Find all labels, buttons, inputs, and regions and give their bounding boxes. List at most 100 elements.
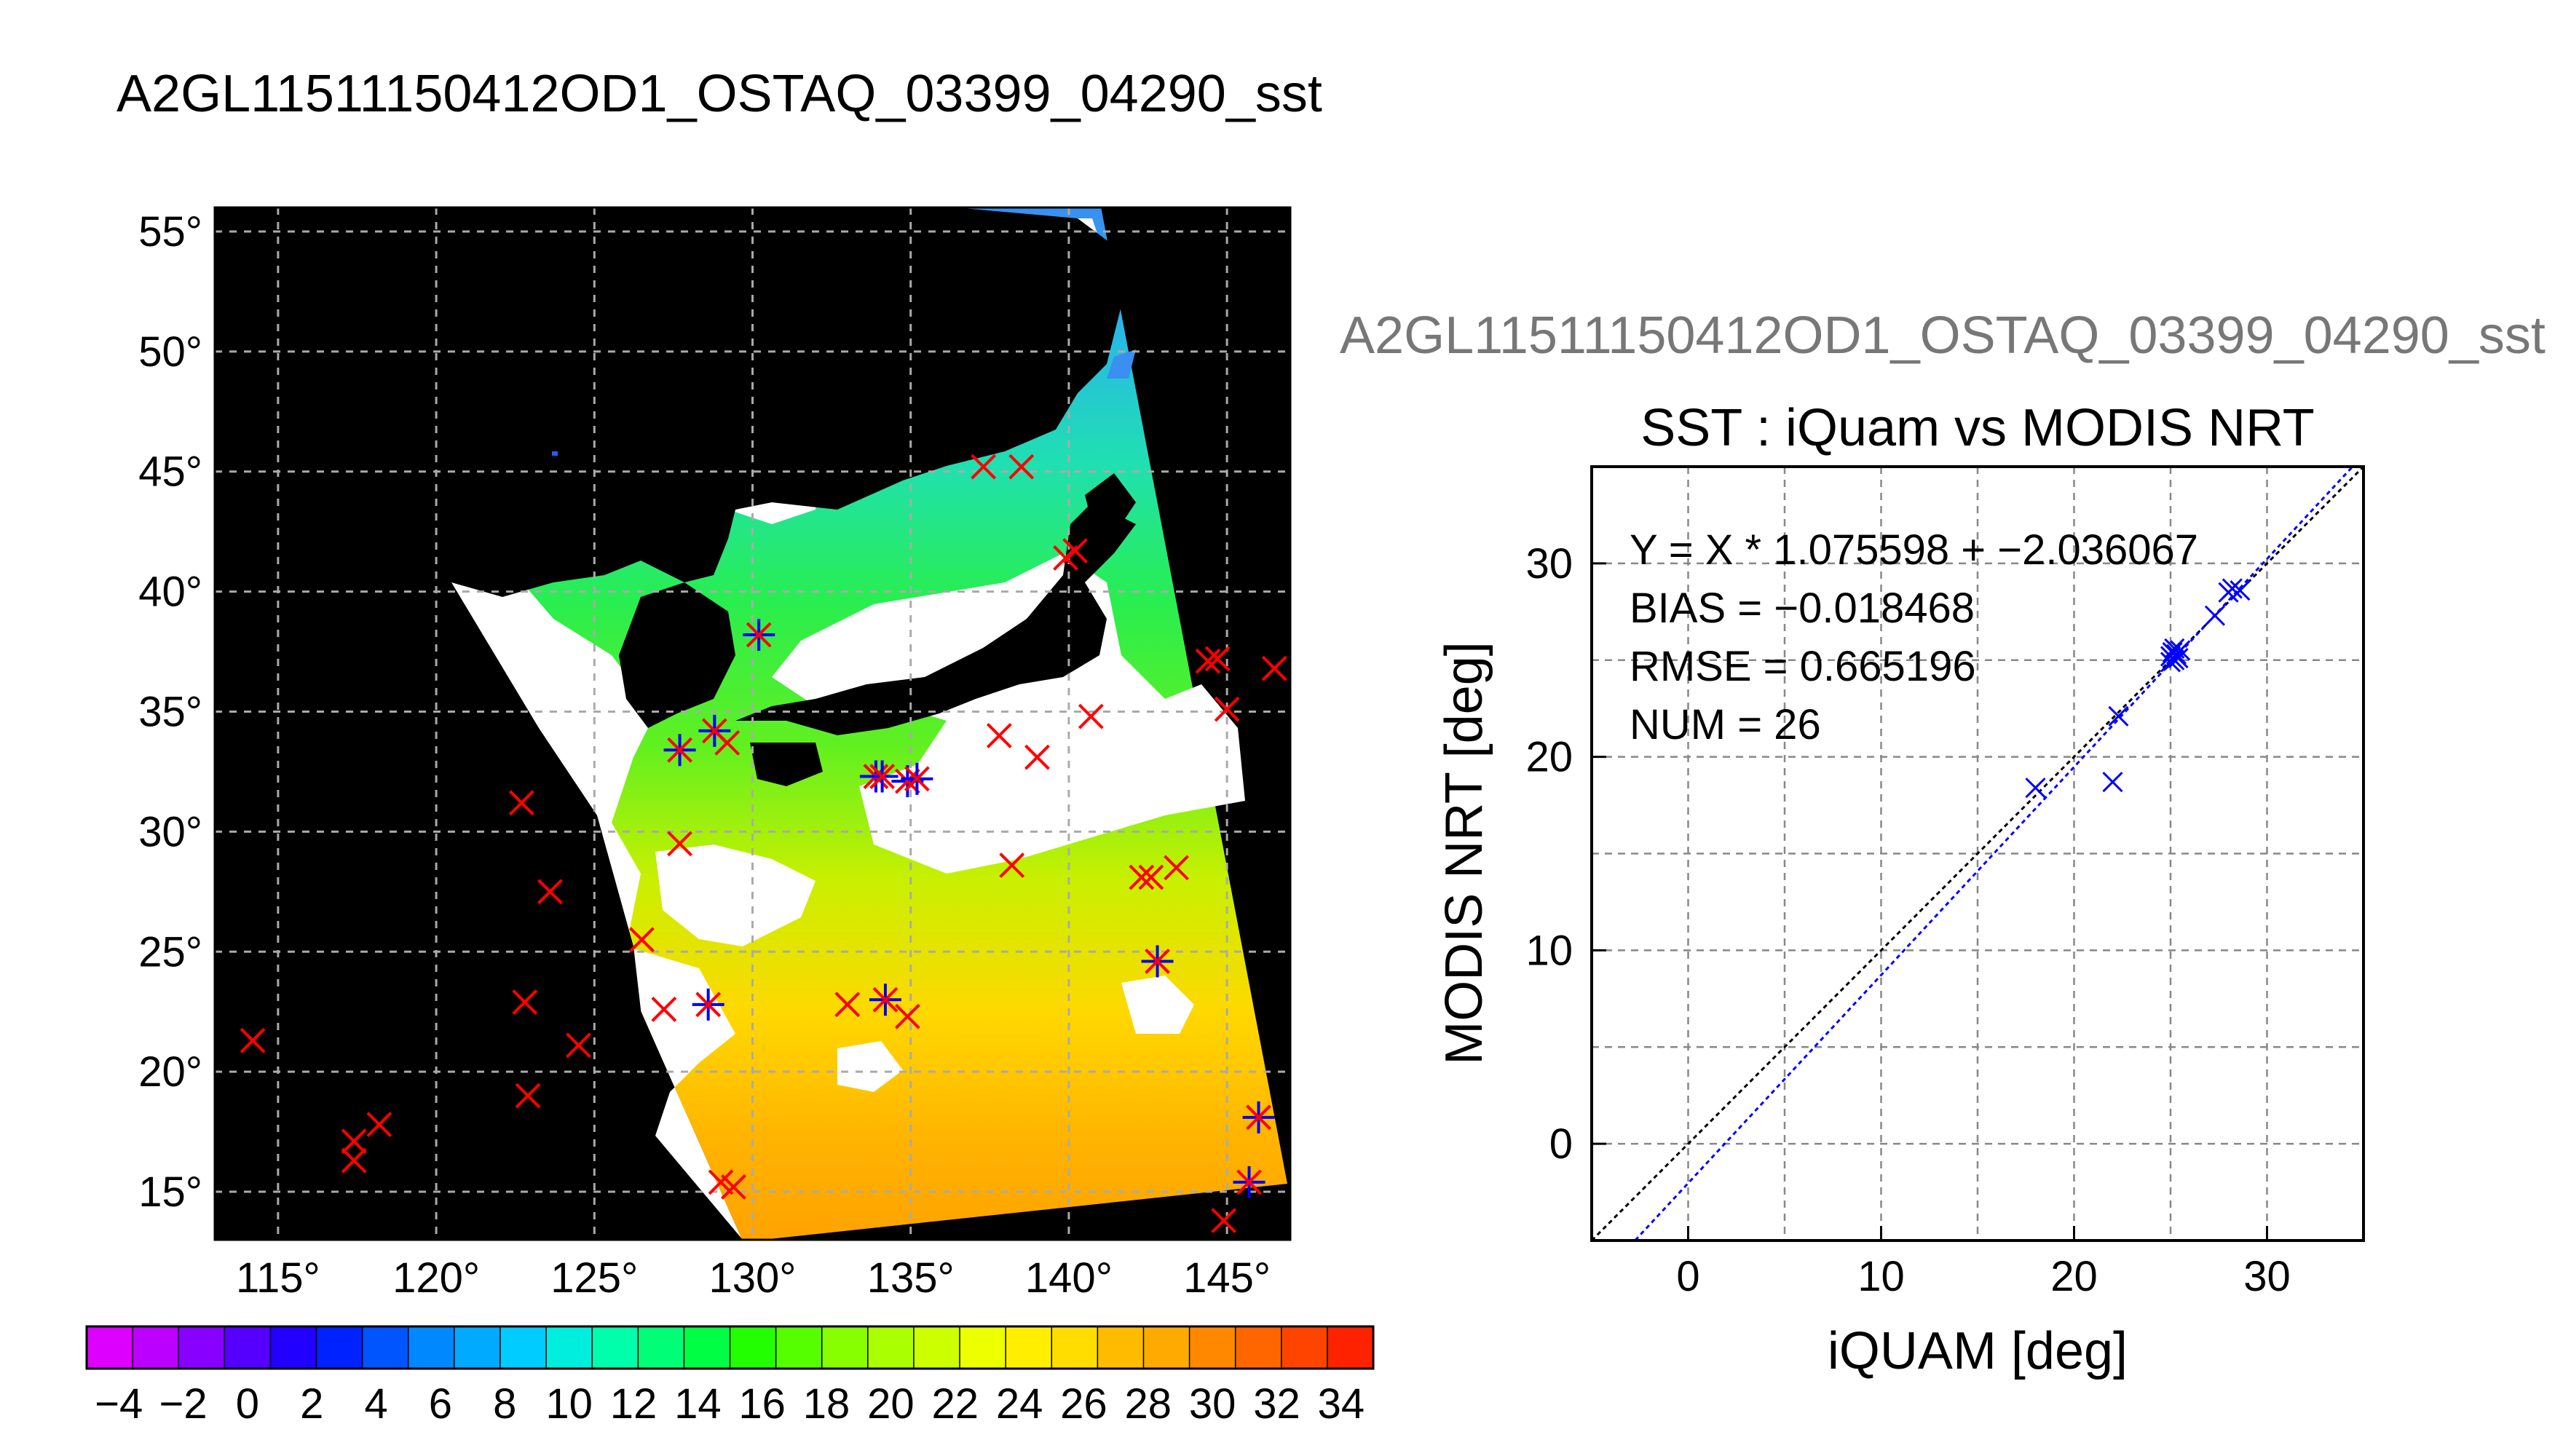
lat-tick-label: 55° <box>138 208 202 256</box>
lon-tick-label: 135° <box>867 1254 955 1302</box>
colorbar-cell <box>87 1326 133 1369</box>
lat-tick-label: 35° <box>138 689 202 736</box>
scatter-frame <box>1590 465 2365 1242</box>
matchup-asterisk-marker <box>1233 1166 1265 1198</box>
colorbar-cell <box>638 1326 684 1369</box>
colorbar-cell <box>775 1326 823 1369</box>
colorbar-cell <box>270 1326 317 1369</box>
matchup-marker <box>1062 538 1089 563</box>
colorbar-tick-label: 32 <box>1253 1380 1300 1428</box>
colorbar-tick-label: 26 <box>1060 1380 1107 1428</box>
matchup-marker <box>629 927 655 953</box>
map-frame <box>213 206 1292 1241</box>
colorbar-cell <box>684 1326 730 1369</box>
matchup-marker <box>515 1083 541 1109</box>
colorbar-tick-label: −4 <box>95 1380 143 1428</box>
y-axis-label: MODIS NRT [deg] <box>1435 641 1493 1065</box>
lon-tick-label: 120° <box>392 1254 480 1302</box>
colorbar-frame <box>85 1325 1375 1370</box>
colorbar-tick-label: 4 <box>364 1380 387 1428</box>
scatter-title: SST : iQuam vs MODIS NRT <box>1640 399 2315 457</box>
colorbar-cell <box>408 1326 455 1369</box>
matchup-asterisk-marker <box>1242 1101 1275 1133</box>
colorbar-tick-label: 14 <box>674 1380 722 1428</box>
lat-tick-label: 30° <box>138 808 202 855</box>
matchup-marker <box>1211 1208 1237 1234</box>
scatter-point <box>2160 652 2181 673</box>
lon-tick-label: 115° <box>236 1254 320 1302</box>
matchup-marker <box>651 997 677 1022</box>
scatter-point <box>2230 580 2251 601</box>
colorbar-tick-label: −2 <box>159 1380 207 1428</box>
fit-equation: Y = X * 1.075598 + −2.036067 <box>1630 526 2198 574</box>
sst-map: 115° 120° 125° 130° 135° 140° 145° 55° 50° 45° 40… <box>138 206 1292 1302</box>
colorbar-cell <box>546 1326 593 1369</box>
lat-tick-label: 25° <box>138 928 202 976</box>
colorbar-cell <box>1006 1326 1052 1369</box>
matchup-marker <box>894 1003 920 1029</box>
colorbar-cell <box>454 1326 501 1369</box>
colorbar-tick-label: 8 <box>493 1380 516 1428</box>
colorbar-tick-label: 20 <box>867 1380 915 1428</box>
page-title: A2GL11511150412OD1_OSTAQ_03399_04290_sst <box>117 65 1322 123</box>
matchup-marker <box>341 1128 367 1155</box>
colorbar-cell <box>1281 1326 1328 1369</box>
lon-tick-label: 145° <box>1183 1254 1271 1302</box>
matchup-asterisk-marker <box>692 988 724 1021</box>
colorbar-cell <box>1143 1326 1190 1369</box>
lat-tick-label: 15° <box>138 1168 202 1216</box>
colorbar-tick-label: 24 <box>996 1380 1043 1428</box>
matchup-marker <box>1078 703 1104 729</box>
matchup-marker <box>721 1174 746 1200</box>
colorbar-cell <box>1327 1326 1374 1369</box>
lon-tick-label: 130° <box>709 1254 797 1302</box>
map-grid <box>215 207 1290 1240</box>
colorbar-cell <box>867 1326 915 1369</box>
lon-tick-label: 140° <box>1025 1254 1113 1302</box>
colorbar-tick-label: 2 <box>300 1380 323 1428</box>
matchup-marker <box>1024 744 1050 770</box>
colorbar: −4 −2 0 2 4 6 8 10 12 14 16 18 20 22 24 26 28 30 32 34 <box>85 1325 1375 1428</box>
colorbar-cell <box>960 1326 1006 1369</box>
matchup-marker <box>508 790 534 816</box>
matchup-asterisk-marker <box>1141 945 1174 978</box>
matchup-marker <box>1138 864 1164 890</box>
matchup-marker <box>1195 648 1221 674</box>
matchup-marker <box>566 1032 591 1059</box>
colorbar-cell <box>362 1326 409 1369</box>
y-tick-label: 20 <box>1525 734 1573 781</box>
matchup-asterisk-marker <box>901 762 933 795</box>
lon-tick-label: 125° <box>550 1254 638 1302</box>
matchup-marker <box>512 989 538 1015</box>
colorbar-cell <box>178 1326 225 1369</box>
colorbar-tick-label: 12 <box>610 1380 657 1428</box>
matchup-marker <box>1214 696 1240 722</box>
x-tick-label: 20 <box>2050 1253 2098 1300</box>
bias-value: BIAS = −0.018468 <box>1630 585 1975 632</box>
matchup-asterisk-marker <box>743 618 775 651</box>
scatter-point <box>2025 778 2046 799</box>
x-tick-label: 30 <box>2243 1253 2291 1300</box>
colorbar-tick-label: 0 <box>236 1380 259 1428</box>
colorbar-cell <box>592 1326 639 1369</box>
x-tick-label: 0 <box>1676 1253 1699 1300</box>
colorbar-cell <box>821 1326 869 1369</box>
colorbar-tick-label: 18 <box>803 1380 850 1428</box>
scatter-point <box>2108 705 2129 727</box>
lat-tick-label: 50° <box>138 328 202 376</box>
lat-tick-label: 20° <box>138 1048 202 1096</box>
scatter-point <box>2102 772 2123 793</box>
colorbar-cell <box>1097 1326 1144 1369</box>
y-tick-label: 30 <box>1525 540 1573 587</box>
matchup-asterisk-marker <box>866 760 899 793</box>
scatter-point <box>2164 638 2185 659</box>
matchup-marker <box>366 1112 392 1138</box>
y-tick-label: 0 <box>1549 1120 1573 1168</box>
matchup-marker <box>1129 864 1155 890</box>
colorbar-tick-label: 30 <box>1189 1380 1236 1428</box>
matchup-marker <box>834 992 861 1018</box>
lat-tick-label: 40° <box>138 569 202 616</box>
matchup-asterisk-marker <box>869 984 901 1016</box>
rmse-value: RMSE = 0.665196 <box>1630 643 1976 690</box>
matchup-marker <box>1164 855 1190 881</box>
